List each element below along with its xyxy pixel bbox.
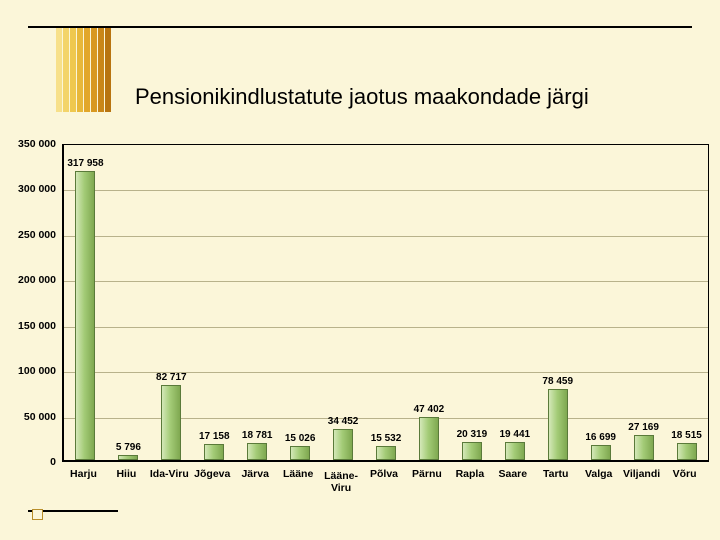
bar: 82 717 — [161, 385, 181, 460]
bar-value-label: 47 402 — [414, 404, 445, 415]
y-axis-label: 200 000 — [6, 274, 56, 286]
bar: 317 958 — [75, 171, 95, 460]
bar-chart: 317 958 5 796 82 717 17 158 18 781 15 026 34 4… — [0, 140, 720, 504]
bar-value-label: 27 169 — [628, 422, 659, 433]
bar-value-label: 15 532 — [371, 433, 402, 444]
bar-value-label: 82 717 — [156, 372, 187, 383]
x-axis-label: Ida-Viru — [150, 468, 189, 480]
bar-value-label: 19 441 — [500, 429, 531, 440]
x-axis-label: Pärnu — [412, 468, 442, 480]
bar-value-label: 34 452 — [328, 416, 359, 427]
grid-line — [64, 281, 708, 282]
bar: 15 532 — [376, 446, 396, 460]
x-axis-label: Harju — [70, 468, 97, 480]
y-axis-label: 300 000 — [6, 183, 56, 195]
footer-marker-icon — [32, 509, 43, 520]
bar-value-label: 18 515 — [671, 430, 702, 441]
bar-value-label: 16 699 — [585, 432, 616, 443]
bar: 27 169 — [634, 435, 654, 460]
y-axis-label: 350 000 — [6, 138, 56, 150]
bar-value-label: 317 958 — [67, 158, 103, 169]
bar: 34 452 — [333, 429, 353, 460]
bar: 15 026 — [290, 446, 310, 460]
bar: 18 515 — [677, 443, 697, 460]
x-axis-label: Rapla — [456, 468, 485, 480]
x-axis-label: Hiiu — [116, 468, 136, 480]
x-axis-label: Lääne — [283, 468, 313, 480]
bar: 47 402 — [419, 417, 439, 460]
x-axis-label: Viljandi — [623, 468, 660, 480]
x-axis-label: Võru — [673, 468, 697, 480]
bar: 20 319 — [462, 442, 482, 460]
top-rule — [28, 26, 692, 28]
bar-value-label: 20 319 — [457, 429, 488, 440]
bar-value-label: 78 459 — [542, 376, 573, 387]
x-axis-label: Järva — [241, 468, 268, 480]
bar: 5 796 — [118, 455, 138, 460]
y-axis-label: 50 000 — [6, 411, 56, 423]
y-axis-label: 100 000 — [6, 365, 56, 377]
slide-title: Pensionikindlustatute jaotus maakondade … — [135, 84, 589, 110]
grid-line — [64, 190, 708, 191]
slide: Pensionikindlustatute jaotus maakondade … — [0, 0, 720, 540]
bar-value-label: 15 026 — [285, 433, 316, 444]
bar: 78 459 — [548, 389, 568, 460]
bar-value-label: 18 781 — [242, 430, 273, 441]
x-axis-label: Jõgeva — [194, 468, 230, 480]
y-axis-label: 150 000 — [6, 320, 56, 332]
grid-line — [64, 327, 708, 328]
y-axis-label: 250 000 — [6, 229, 56, 241]
bar-value-label: 5 796 — [116, 442, 141, 453]
bar: 18 781 — [247, 443, 267, 460]
x-axis-label: Valga — [585, 468, 612, 480]
decorative-stripes — [56, 28, 112, 112]
plot-area: 317 958 5 796 82 717 17 158 18 781 15 026 34 4… — [62, 144, 709, 462]
y-axis-label: 0 — [6, 456, 56, 468]
bar: 17 158 — [204, 444, 224, 460]
bar: 16 699 — [591, 445, 611, 460]
x-axis-label: Saare — [498, 468, 527, 480]
x-axis-label: Lääne-Viru — [324, 470, 358, 494]
x-axis-label: Põlva — [370, 468, 398, 480]
bar-value-label: 17 158 — [199, 431, 230, 442]
grid-line — [64, 236, 708, 237]
bar: 19 441 — [505, 442, 525, 460]
x-axis-label: Tartu — [543, 468, 568, 480]
